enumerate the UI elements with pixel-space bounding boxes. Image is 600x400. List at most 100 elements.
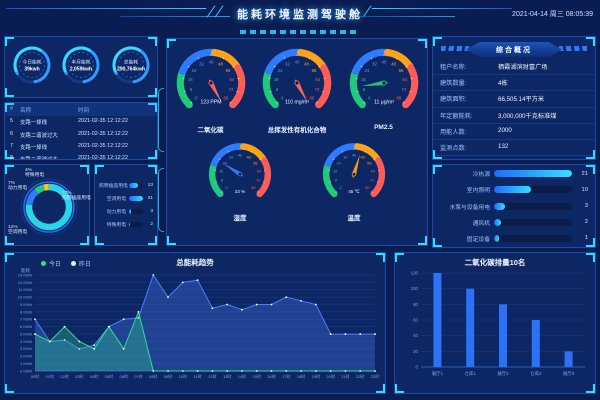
svg-text:6 KWh: 6 KWh — [20, 324, 32, 329]
gauge-总挥发性有机化合物: 0 8 16 24 32 40 48 56 64 72 80 110 mg/m³ 总挥发性有机化合物 — [254, 42, 340, 134]
svg-text:32: 32 — [229, 155, 233, 160]
svg-text:06时: 06时 — [119, 373, 127, 379]
svg-text:11 μg/m³: 11 μg/m³ — [374, 99, 394, 105]
device-bar-label: 通风机 — [472, 220, 490, 227]
svg-text:123 PPM: 123 PPM — [200, 99, 221, 105]
svg-text:64: 64 — [257, 168, 262, 173]
air-quality-gauges-panel: 0 8 16 24 32 40 48 56 64 72 80 123 PPM 二氧化碳 0 8 16 24 32 4… — [166, 38, 428, 246]
gauge-label: 总挥发性有机化合物 — [267, 126, 327, 134]
svg-text:11时: 11时 — [194, 373, 202, 379]
energy-trend-panel: 总能耗趋势 今日 昨日 能耗 0 KWh 1 KWh 2 KWh 3 KWh 4 KWh… — [4, 252, 386, 394]
device-bar-label: 冷热源 — [472, 172, 490, 179]
energy-bar-value: 21 — [147, 196, 153, 201]
gauge-label: PM2.5 — [374, 123, 393, 131]
svg-text:80: 80 — [365, 185, 369, 190]
svg-text:72: 72 — [401, 87, 406, 92]
alarm-col-name: 名称 — [20, 107, 32, 114]
gauge-温度: 0 8 16 24 32 40 48 56 64 72 80 45 ℃ 温度 — [315, 137, 393, 222]
svg-text:05时: 05时 — [105, 373, 113, 379]
svg-text:39kwh: 39kwh — [24, 66, 39, 72]
svg-text:110 mg/m³: 110 mg/m³ — [285, 99, 309, 105]
svg-text:56: 56 — [312, 68, 317, 73]
overview-row-1: 建筑数量: 4栋 — [433, 75, 595, 92]
brace-decoration-bottom — [158, 168, 164, 232]
kpi-ring-1: 本月能耗 2,059kwh — [58, 42, 104, 93]
gauge-row-2: 0 8 16 24 32 40 48 56 64 72 80 23 % 湿度 0 8 16 24 32 40 48 56… — [167, 137, 427, 222]
legend-dot-yesterday — [71, 261, 77, 266]
gauge-label: 二氧化碳 — [197, 126, 224, 134]
svg-text:0 KWh: 0 KWh — [20, 368, 32, 373]
header-deco-line-right-2 — [355, 16, 455, 17]
device-bar-value: 3 — [584, 203, 588, 209]
donut-label-3: 4% 特殊用电 — [25, 168, 45, 179]
energy-bar-label: 特殊用电 — [106, 223, 126, 228]
svg-text:120: 120 — [411, 271, 419, 276]
svg-text:48: 48 — [246, 155, 250, 160]
svg-text:20时: 20时 — [326, 373, 334, 379]
svg-text:60: 60 — [413, 318, 418, 323]
svg-text:56: 56 — [367, 160, 371, 165]
device-bar-fill — [494, 218, 502, 226]
gauge-PM2.5: 0 8 16 24 32 40 48 56 64 72 80 11 μg/m³ PM2.5 — [341, 42, 427, 134]
svg-text:80: 80 — [309, 95, 314, 100]
alarm-row-name: 支路一掉线 — [20, 120, 47, 127]
co2-chart-title: 二氧化碳排量10名 — [464, 258, 526, 267]
svg-text:0: 0 — [339, 185, 341, 190]
energy-bar-fill — [129, 208, 131, 215]
donut-label-0: 77% 照明插座用电 — [62, 191, 91, 202]
donut-label-1: 12% 空调用电 — [8, 225, 28, 236]
gauge-label: 湿度 — [233, 214, 247, 222]
alarm-table-body: 5 支路一掉线 2021-02-35 12:12:22 6 支路二谐波过大 2021-02… — [5, 116, 157, 159]
svg-text:48: 48 — [304, 62, 309, 67]
overview-row-5: 监测点数: 132 — [433, 140, 595, 157]
device-bar-track — [494, 218, 572, 226]
alarm-row-0: 5 支路一掉线 2021-02-35 12:12:22 — [5, 116, 157, 128]
device-bar-row-3: 通风机 2 — [433, 214, 595, 230]
alarm-row-time: 2021-02-35 12:12:22 — [78, 130, 129, 137]
legend-item-yesterday[interactable]: 昨日 — [71, 259, 91, 268]
svg-text:32: 32 — [343, 155, 347, 160]
svg-text:80: 80 — [396, 95, 401, 100]
device-bar-value: 2 — [584, 219, 588, 226]
svg-text:23 %: 23 % — [235, 189, 246, 194]
svg-text:40: 40 — [295, 59, 300, 64]
svg-text:仓库2: 仓库2 — [530, 370, 542, 377]
overview-row-value: 132 — [498, 143, 509, 151]
svg-text:14时: 14时 — [238, 373, 246, 379]
alarm-col-no: # — [10, 105, 14, 112]
device-bar-row-4: 固定设备 1 — [433, 230, 595, 246]
overview-wing-left — [441, 46, 469, 51]
svg-text:9 KWh: 9 KWh — [20, 302, 32, 307]
alarm-row-1: 6 支路二谐波过大 2021-02-35 12:12:22 — [5, 128, 157, 140]
overview-row-3: 年定额能耗: 3,000,000千克标准煤 — [433, 108, 595, 124]
svg-text:40: 40 — [352, 152, 356, 157]
legend-label-today: 今日 — [49, 262, 62, 268]
legend-item-today[interactable]: 今日 — [41, 259, 61, 268]
alarm-row-2: 7 支路一掉线 2021-02-35 12:12:22 — [5, 141, 157, 153]
svg-text:8: 8 — [362, 87, 365, 92]
device-bar-row-2: 水泵与设备用电 3 — [433, 198, 595, 214]
co2-bar-chart: 0 20 40 60 80 100 120 展厅1 仓库1 展厅2 仓库2 展厅3 — [411, 271, 585, 377]
svg-text:72: 72 — [315, 87, 320, 92]
overview-row-label: 年定额能耗: — [440, 112, 473, 120]
device-bar-track — [494, 170, 572, 178]
svg-text:16时: 16时 — [267, 373, 275, 379]
device-bar-track — [494, 186, 572, 194]
gauge-row-1: 0 8 16 24 32 40 48 56 64 72 80 123 PPM 二氧化碳 0 8 16 24 32 4… — [167, 42, 427, 134]
svg-text:56: 56 — [253, 160, 257, 165]
energy-bar-row-2: 动力用电 3 — [95, 205, 157, 218]
device-bar-track — [494, 202, 572, 210]
energy-bar-row-1: 空调用电 21 — [95, 192, 157, 205]
page-title: 能耗环境监测驾驶舱 — [237, 9, 363, 21]
trend-chart-title: 总能耗趋势 — [176, 258, 214, 267]
alarm-row-no: 7 — [10, 142, 13, 149]
overview-row-label: 用能人数: — [440, 128, 467, 136]
svg-text:56: 56 — [225, 68, 230, 73]
svg-text:48: 48 — [391, 62, 396, 67]
svg-text:22时: 22时 — [356, 373, 364, 379]
svg-text:72: 72 — [256, 177, 260, 182]
trend-area-chart: 0 KWh 1 KWh 2 KWh 3 KWh 4 KWh 5 KWh 6 KWh 7 KWh… — [18, 272, 379, 379]
